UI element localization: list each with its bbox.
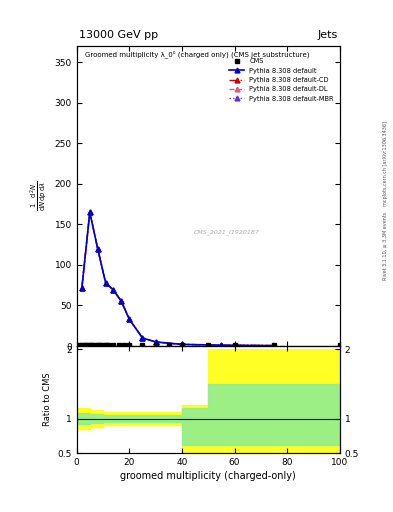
Legend: CMS, Pythia 8.308 default, Pythia 8.308 default-CD, Pythia 8.308 default-DL, Pyt: CMS, Pythia 8.308 default, Pythia 8.308 … [230,58,334,102]
Y-axis label: Ratio to CMS: Ratio to CMS [43,373,52,426]
Text: 13000 GeV pp: 13000 GeV pp [79,30,158,40]
Text: Groomed multiplicity λ_0⁰ (charged only) (CMS jet substructure): Groomed multiplicity λ_0⁰ (charged only)… [84,51,309,58]
Text: Jets: Jets [318,30,338,40]
Y-axis label: $\frac{1}{\mathrm{d}N}\frac{\mathrm{d}^2N}{\mathrm{d}p\,\mathrm{d}\lambda}$: $\frac{1}{\mathrm{d}N}\frac{\mathrm{d}^2… [29,181,49,211]
Text: CMS_2021_I1920187: CMS_2021_I1920187 [194,229,260,235]
Text: mcplots.cern.ch [arXiv:1306.3436]: mcplots.cern.ch [arXiv:1306.3436] [383,121,387,206]
Text: Rivet 3.1.10, ≥ 3.3M events: Rivet 3.1.10, ≥ 3.3M events [383,211,387,280]
X-axis label: groomed multiplicity (charged-only): groomed multiplicity (charged-only) [120,471,296,481]
